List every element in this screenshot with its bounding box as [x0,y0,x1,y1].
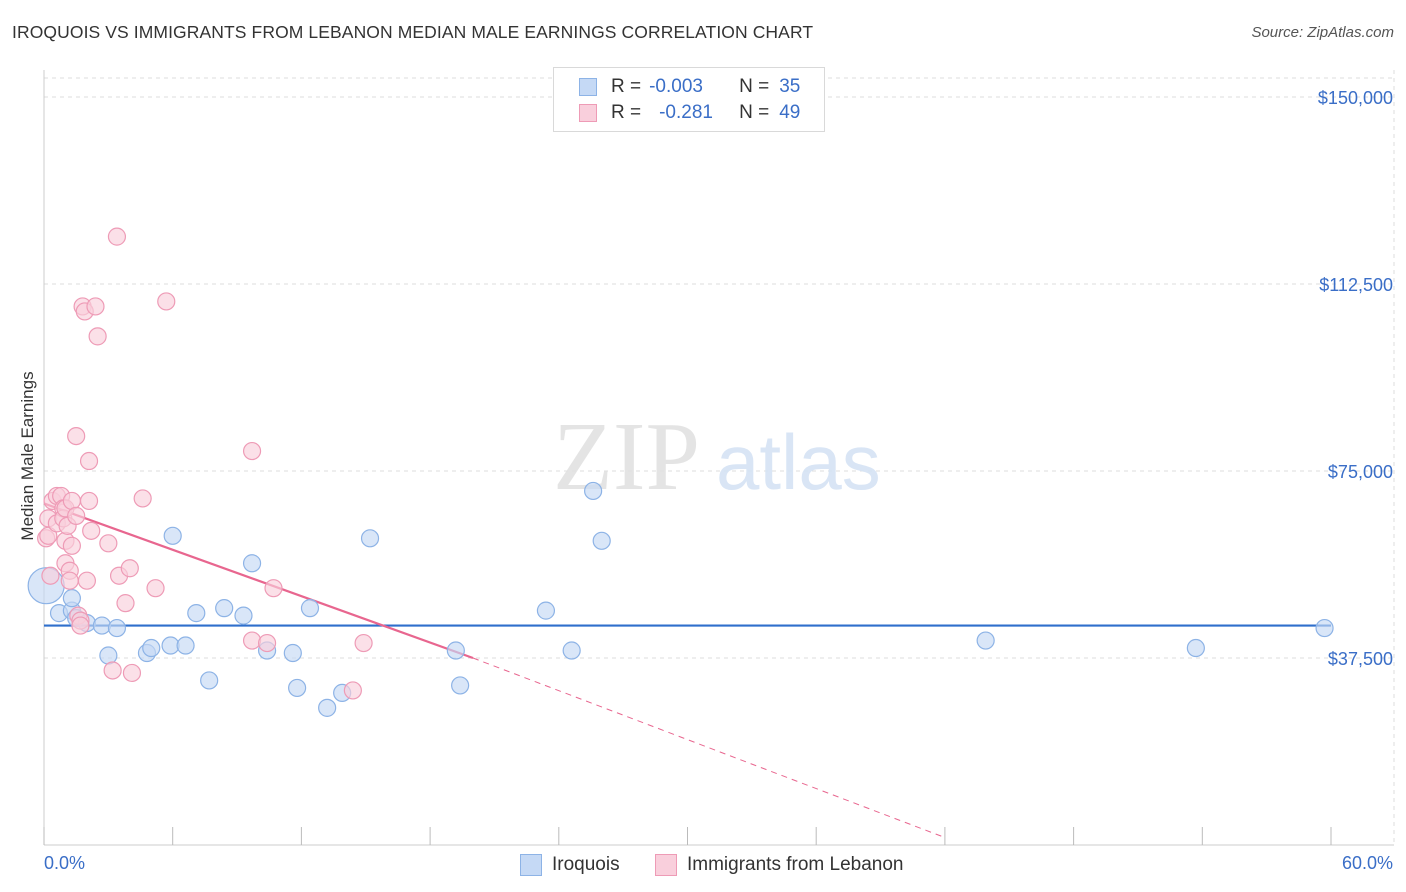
iroquois-point [62,589,81,608]
legend-row-iroquois: R = -0.003 N = 35 [579,75,800,99]
watermark: ZIP atlas [553,403,881,511]
lebanon-point [41,566,60,585]
iroquois-point [163,526,182,545]
iroquois-point [446,641,465,660]
trend-lines [43,502,1331,838]
lebanon-point [242,441,262,461]
lebanon-trend-line [43,502,474,660]
iroquois-point [318,698,337,717]
iroquois-point [288,678,307,698]
legend-r-label: R = [611,102,642,123]
watermark-zip: ZIP [553,403,700,511]
x-tick-label-max: 60.0% [1342,853,1393,873]
y-axis-label: Median Male Earnings [18,371,37,540]
iroquois-point [283,643,302,663]
lebanon-point [354,633,373,653]
bottom-legend-lebanon: Immigrants from Lebanon [655,852,904,878]
bottom-legend-swatch-blue [520,854,542,876]
lebanon-point [122,663,142,683]
lebanon-point [67,426,86,446]
legend-swatch-pink [579,104,597,122]
lebanon-point [99,534,118,553]
iroquois-point [976,631,995,650]
lebanon-point [71,616,90,635]
iroquois-point [187,604,206,623]
lebanon-point [146,579,165,598]
lebanon-point [79,451,99,471]
iroquois-point [1315,618,1334,638]
lebanon-trend-extension [472,657,946,838]
iroquois-point [200,671,219,690]
bottom-legend-label: Immigrants from Lebanon [687,854,904,875]
iroquois-point [360,529,380,548]
y-tick-label: $112,500 [1319,275,1393,295]
legend-row-lebanon: R = -0.281 N = 49 [579,101,800,125]
lebanon-point [103,661,122,680]
iroquois-point [215,599,234,618]
iroquois-point [234,606,253,625]
legend-n-label: N = [739,76,770,97]
bottom-legend-label: Iroquois [552,854,620,875]
lebanon-point [62,536,81,555]
lebanon-point [242,631,262,650]
lebanon-point [79,491,99,511]
iroquois-point [300,599,320,618]
lebanon-point [60,571,79,590]
iroquois-point [584,481,603,501]
y-tick-label: $37,500 [1328,649,1393,669]
iroquois-point [92,616,112,635]
lebanon-point [120,559,139,578]
lebanon-point [77,571,97,590]
chart-title: IROQUOIS VS IMMIGRANTS FROM LEBANON MEDI… [12,22,814,42]
axes [43,70,1394,846]
legend-box: R = -0.003 N = 35 R = -0.281 N = 49 [553,67,825,132]
lebanon-point [67,506,86,525]
iroquois-point [142,638,161,658]
iroquois-point [536,601,556,620]
iroquois-point [99,646,118,665]
legend-n-label: N = [739,102,770,123]
bottom-legend-swatch-pink [655,854,677,876]
y-tick-label: $150,000 [1318,88,1393,108]
data-points [27,227,1334,717]
legend-swatch-blue [579,78,597,96]
legend-n-value: 49 [779,102,801,123]
lebanon-point [343,681,362,700]
source-label: Source: ZipAtlas.com [1251,24,1394,41]
lebanon-point [88,327,107,346]
lebanon-point [157,292,176,311]
lebanon-point [133,489,152,508]
bottom-legend-iroquois: Iroquois [520,852,620,878]
lebanon-point [116,594,135,613]
iroquois-point [242,554,262,573]
lebanon-point [62,491,81,511]
legend-r-value: -0.003 [649,76,703,97]
watermark-atlas: atlas [716,418,881,506]
iroquois-point [176,636,195,655]
iroquois-point [1186,638,1205,658]
legend-r-label: R = [611,76,642,97]
lebanon-point [82,521,101,540]
iroquois-point [592,531,611,550]
iroquois-point [451,676,470,695]
lebanon-point [257,633,277,653]
lebanon-point [86,297,105,316]
iroquois-point [107,618,127,638]
lebanon-point [264,579,283,598]
legend-n-value: 35 [779,76,801,97]
tick-labels: $37,500 $75,000 $112,500 $150,000 0.0% 60.0% [44,88,1393,873]
lebanon-point [107,227,127,246]
legend-r-value: -0.281 [659,102,713,123]
iroquois-point [562,641,581,660]
x-tick-label-min: 0.0% [44,853,85,873]
y-tick-label: $75,000 [1328,462,1393,482]
